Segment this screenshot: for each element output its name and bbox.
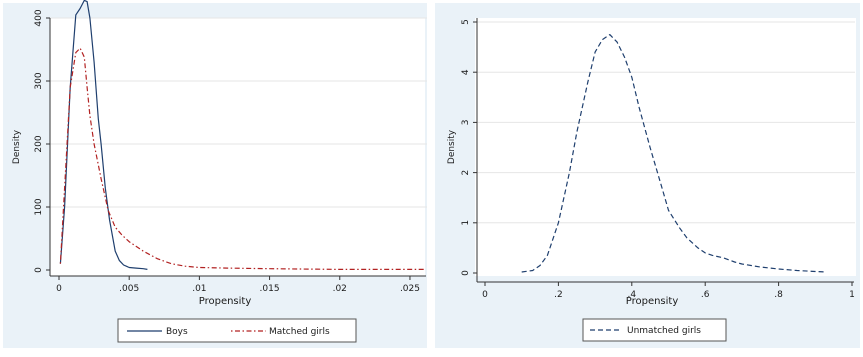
legend-label-boys: Boys [166, 327, 188, 337]
right-y-tick-label: 2 [461, 170, 471, 176]
left-x-tick-label: .01 [192, 284, 206, 294]
left-x-axis-label: Propensity [199, 296, 252, 307]
right-x-tick-label: .2 [554, 290, 563, 300]
right-chart-panel: 0 .2 .4 .6 .8 1 0 1 2 3 4 5 Propensity Density Unma… [435, 3, 860, 348]
right-y-tick-label: 4 [461, 69, 471, 75]
left-plot-area [50, 18, 425, 276]
series-line-matched-girls [59, 47, 424, 270]
right-x-tick-label: .6 [701, 290, 710, 300]
left-y-tick-label: 0 [34, 267, 44, 273]
right-x-tick-label: 0 [482, 290, 488, 300]
series-line-unmatched-girls [521, 33, 827, 273]
left-x-tick-label: .015 [260, 284, 280, 294]
left-x-tick-label: .02 [333, 284, 347, 294]
right-y-tick-label: 3 [461, 120, 471, 126]
legend-label-matched-girls: Matched girls [269, 327, 330, 337]
right-x-tick-label: .8 [774, 290, 783, 300]
right-y-tick-label: 0 [461, 270, 471, 276]
right-y-tick-label: 1 [461, 220, 471, 226]
left-chart-panel: 0 .005 .01 .015 .02 .025 0 100 200 300 400 Propens… [3, 0, 427, 348]
left-x-tick-label: .005 [119, 284, 139, 294]
right-x-tick-label: .4 [628, 290, 637, 300]
left-y-tick-label: 300 [34, 72, 44, 89]
left-legend: Boys Matched girls [117, 318, 357, 343]
left-x-tick-label: .025 [400, 284, 420, 294]
left-y-axis-label: Density [12, 129, 22, 164]
left-y-tick-label: 100 [34, 198, 44, 215]
right-x-axis-label: Propensity [626, 296, 679, 307]
left-y-tick-label: 400 [34, 9, 44, 26]
series-line-boys [59, 0, 148, 270]
right-legend-box [582, 318, 727, 342]
left-y-tick-label: 200 [34, 135, 44, 152]
right-legend: Unmatched girls [582, 318, 727, 342]
legend-label-unmatched-girls: Unmatched girls [627, 326, 701, 336]
right-y-axis-label: Density [447, 129, 457, 164]
right-x-tick-label: 1 [849, 290, 855, 300]
right-y-tick-label: 5 [461, 19, 471, 25]
left-x-tick-label: 0 [56, 284, 62, 294]
right-plot-area [475, 18, 856, 276]
